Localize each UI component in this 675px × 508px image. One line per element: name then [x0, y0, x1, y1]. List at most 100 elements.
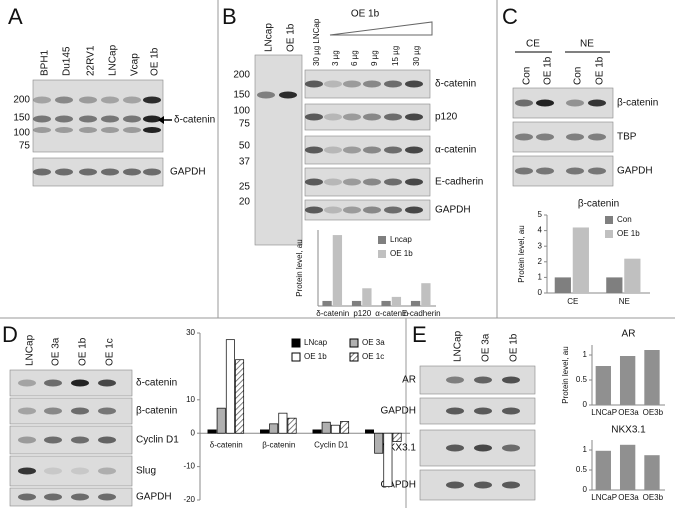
band — [143, 96, 161, 104]
band — [18, 467, 36, 475]
band — [588, 99, 606, 107]
band — [55, 115, 73, 123]
band — [343, 206, 361, 214]
group-label: NE — [580, 39, 594, 50]
band — [405, 206, 423, 214]
band — [384, 146, 402, 154]
band — [405, 146, 423, 154]
band — [71, 493, 89, 501]
band — [566, 99, 584, 107]
y-tick-label: 0.5 — [576, 375, 588, 384]
band — [305, 178, 323, 186]
band — [536, 133, 554, 141]
band — [98, 436, 116, 444]
bar — [595, 450, 611, 490]
mw-label: 200 — [233, 70, 250, 81]
y-tick-label: 2 — [538, 257, 543, 266]
bar — [374, 432, 384, 454]
band — [343, 113, 361, 121]
x-tick-label: Cyclin D1 — [314, 440, 349, 449]
band — [343, 178, 361, 186]
lane-label: OE 1b — [543, 56, 554, 85]
lane-label: LNCap — [108, 44, 119, 76]
band — [363, 206, 381, 214]
lane-label: 9 µg — [370, 50, 379, 66]
lane-label: OE 3a — [481, 333, 492, 362]
band — [515, 167, 533, 175]
band — [588, 167, 606, 175]
panel-letter: A — [8, 4, 23, 29]
row-label: TBP — [617, 132, 637, 143]
band — [71, 407, 89, 415]
row-label: NKX3.1 — [382, 443, 417, 454]
band — [55, 127, 73, 133]
bar — [287, 417, 297, 434]
lane-label: 15 µg — [391, 46, 400, 66]
band — [33, 168, 51, 176]
band — [502, 481, 520, 489]
bar — [260, 429, 269, 434]
band — [44, 493, 62, 501]
lane-label: OE 1c — [105, 338, 116, 366]
band — [33, 127, 51, 133]
row-label: GAPDH — [170, 167, 206, 178]
bar — [312, 429, 322, 434]
band — [343, 146, 361, 154]
x-tick-label: OE3b — [643, 408, 664, 417]
band — [98, 407, 116, 415]
legend-swatch — [349, 338, 359, 348]
blot — [254, 54, 303, 246]
y-axis-label: Protein level, au — [561, 346, 570, 403]
band — [502, 376, 520, 384]
legend-label: OE 1c — [362, 352, 384, 361]
legend-swatch — [605, 230, 613, 238]
mw-label: 75 — [239, 119, 251, 130]
row-label: GAPDH — [617, 166, 653, 177]
band — [55, 96, 73, 104]
bar — [572, 227, 589, 293]
bar — [207, 429, 217, 434]
y-tick-label: -10 — [183, 462, 195, 471]
chart-title: AR — [622, 329, 636, 340]
band — [18, 407, 36, 415]
mw-label: 100 — [233, 106, 250, 117]
band — [44, 436, 62, 444]
x-tick-label: E-cadherin — [402, 309, 441, 318]
lane-label: LNCap — [25, 334, 36, 366]
band — [384, 80, 402, 88]
row-label: Slug — [136, 466, 156, 477]
bar — [392, 432, 402, 442]
band — [324, 80, 342, 88]
band — [123, 127, 141, 133]
bar — [330, 424, 340, 434]
band — [343, 80, 361, 88]
band — [98, 467, 116, 475]
y-tick-label: 0 — [583, 485, 588, 494]
mw-label: 20 — [239, 197, 251, 208]
bar — [225, 339, 235, 434]
bar — [595, 366, 611, 405]
band — [446, 444, 464, 452]
band — [405, 80, 423, 88]
band — [143, 127, 161, 133]
band — [71, 436, 89, 444]
band — [515, 133, 533, 141]
mw-label: 150 — [233, 90, 250, 101]
y-tick-label: 1 — [583, 445, 588, 454]
y-tick-label: 1 — [538, 273, 543, 282]
row-label: Cyclin D1 — [136, 435, 179, 446]
band — [474, 376, 492, 384]
band — [384, 113, 402, 121]
row-label: GAPDH — [435, 205, 471, 216]
band — [79, 168, 97, 176]
bar — [269, 423, 279, 434]
lane-label: 30 µg — [412, 46, 421, 66]
band — [588, 133, 606, 141]
bar — [362, 288, 372, 306]
bar — [410, 300, 421, 306]
blot — [32, 79, 164, 153]
legend-swatch — [349, 352, 359, 362]
bar — [554, 277, 571, 293]
x-tick-label: CE — [567, 297, 578, 306]
x-tick-label: OE3b — [643, 493, 664, 502]
